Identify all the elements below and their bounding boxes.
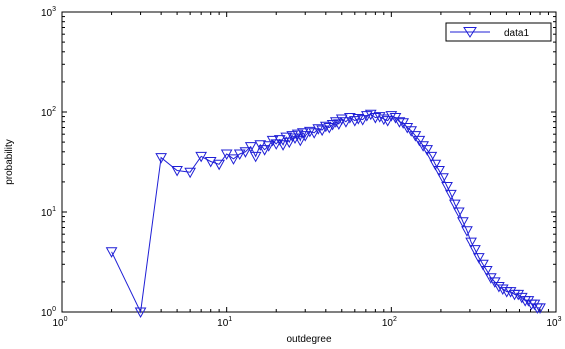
data-point-marker xyxy=(299,131,312,142)
data-point-marker xyxy=(457,217,469,228)
data-point-marker xyxy=(421,145,433,156)
data-point-marker xyxy=(335,114,348,126)
data-point-marker xyxy=(417,141,429,152)
data-point-marker xyxy=(184,167,196,179)
data-point-marker xyxy=(377,114,390,126)
data-point-marker xyxy=(204,156,217,168)
data-point-marker xyxy=(283,137,296,149)
data-point-marker xyxy=(401,122,414,134)
data-point-marker xyxy=(504,287,517,298)
series-layer xyxy=(105,109,546,319)
data-point-marker xyxy=(195,151,208,163)
data-point-marker xyxy=(316,125,328,137)
data-point-marker xyxy=(262,141,275,152)
data-point-marker xyxy=(385,111,398,122)
data-point-marker xyxy=(233,149,246,161)
legend-label: data1 xyxy=(504,28,529,39)
data-point-marker xyxy=(249,151,262,163)
data-point-marker xyxy=(155,153,167,164)
data-point-marker xyxy=(465,237,477,249)
data-point-marker xyxy=(473,253,485,264)
data-point-marker xyxy=(344,113,356,124)
data-point-marker xyxy=(437,173,449,184)
data-point-marker xyxy=(329,117,342,128)
data-point-marker xyxy=(496,284,509,295)
data-point-marker xyxy=(433,166,445,177)
data-point-marker xyxy=(469,245,481,256)
data-point-marker xyxy=(266,135,279,147)
data-point-marker xyxy=(441,181,453,193)
x-tick-exponent: 3 xyxy=(558,316,562,323)
data-point-marker xyxy=(381,116,394,127)
y-tick-exponent: 0 xyxy=(52,306,56,313)
data-point-marker xyxy=(352,114,365,125)
data-point-marker xyxy=(296,128,309,139)
data-point-marker xyxy=(448,199,461,211)
data-point-marker xyxy=(239,147,252,158)
data-point-marker xyxy=(522,296,535,307)
data-point-marker xyxy=(332,119,345,130)
data-point-marker xyxy=(445,189,457,201)
data-point-marker xyxy=(308,128,321,139)
data-point-marker xyxy=(312,124,325,135)
data-point-marker xyxy=(134,307,147,319)
data-point-marker xyxy=(452,207,465,219)
x-axis-label: outdegree xyxy=(286,334,331,345)
data-point-marker xyxy=(273,135,286,146)
data-point-marker xyxy=(277,140,289,151)
plot-area xyxy=(61,11,557,313)
legend-marker xyxy=(463,27,477,38)
x-tick-exponent: 2 xyxy=(393,316,397,323)
data-point-marker xyxy=(477,259,489,271)
data-point-marker xyxy=(364,109,377,121)
data-point-marker xyxy=(534,303,546,314)
data-point-marker xyxy=(480,266,493,277)
legend: data1 xyxy=(445,22,552,42)
data-point-marker xyxy=(294,135,307,147)
data-point-marker xyxy=(171,166,183,177)
y-tick-exponent: 2 xyxy=(52,106,56,113)
y-axis-label: probability xyxy=(4,139,15,185)
data-point-marker xyxy=(303,126,316,138)
data-point-marker xyxy=(340,117,352,128)
data-point-marker xyxy=(393,117,406,128)
data-point-marker xyxy=(258,145,271,156)
data-point-marker xyxy=(213,159,225,171)
x-tick-exponent: 1 xyxy=(228,316,232,323)
y-tick-exponent: 3 xyxy=(52,6,56,13)
data-point-marker xyxy=(319,121,332,133)
y-tick-exponent: 1 xyxy=(52,206,56,213)
x-tick-exponent: 0 xyxy=(64,316,68,323)
data-point-marker xyxy=(493,281,505,293)
data-point-marker xyxy=(461,226,473,237)
data-point-marker xyxy=(105,247,118,258)
data-point-marker xyxy=(244,142,257,153)
data-point-marker xyxy=(291,129,304,141)
data-point-marker xyxy=(429,159,442,171)
data-point-marker xyxy=(413,135,426,147)
data-point-marker xyxy=(356,115,369,126)
data-point-marker xyxy=(528,299,541,311)
data-point-marker xyxy=(270,139,283,150)
data-point-marker xyxy=(227,154,240,165)
data-point-marker xyxy=(373,112,386,123)
data-point-marker xyxy=(512,289,525,301)
data-point-marker xyxy=(425,151,438,163)
